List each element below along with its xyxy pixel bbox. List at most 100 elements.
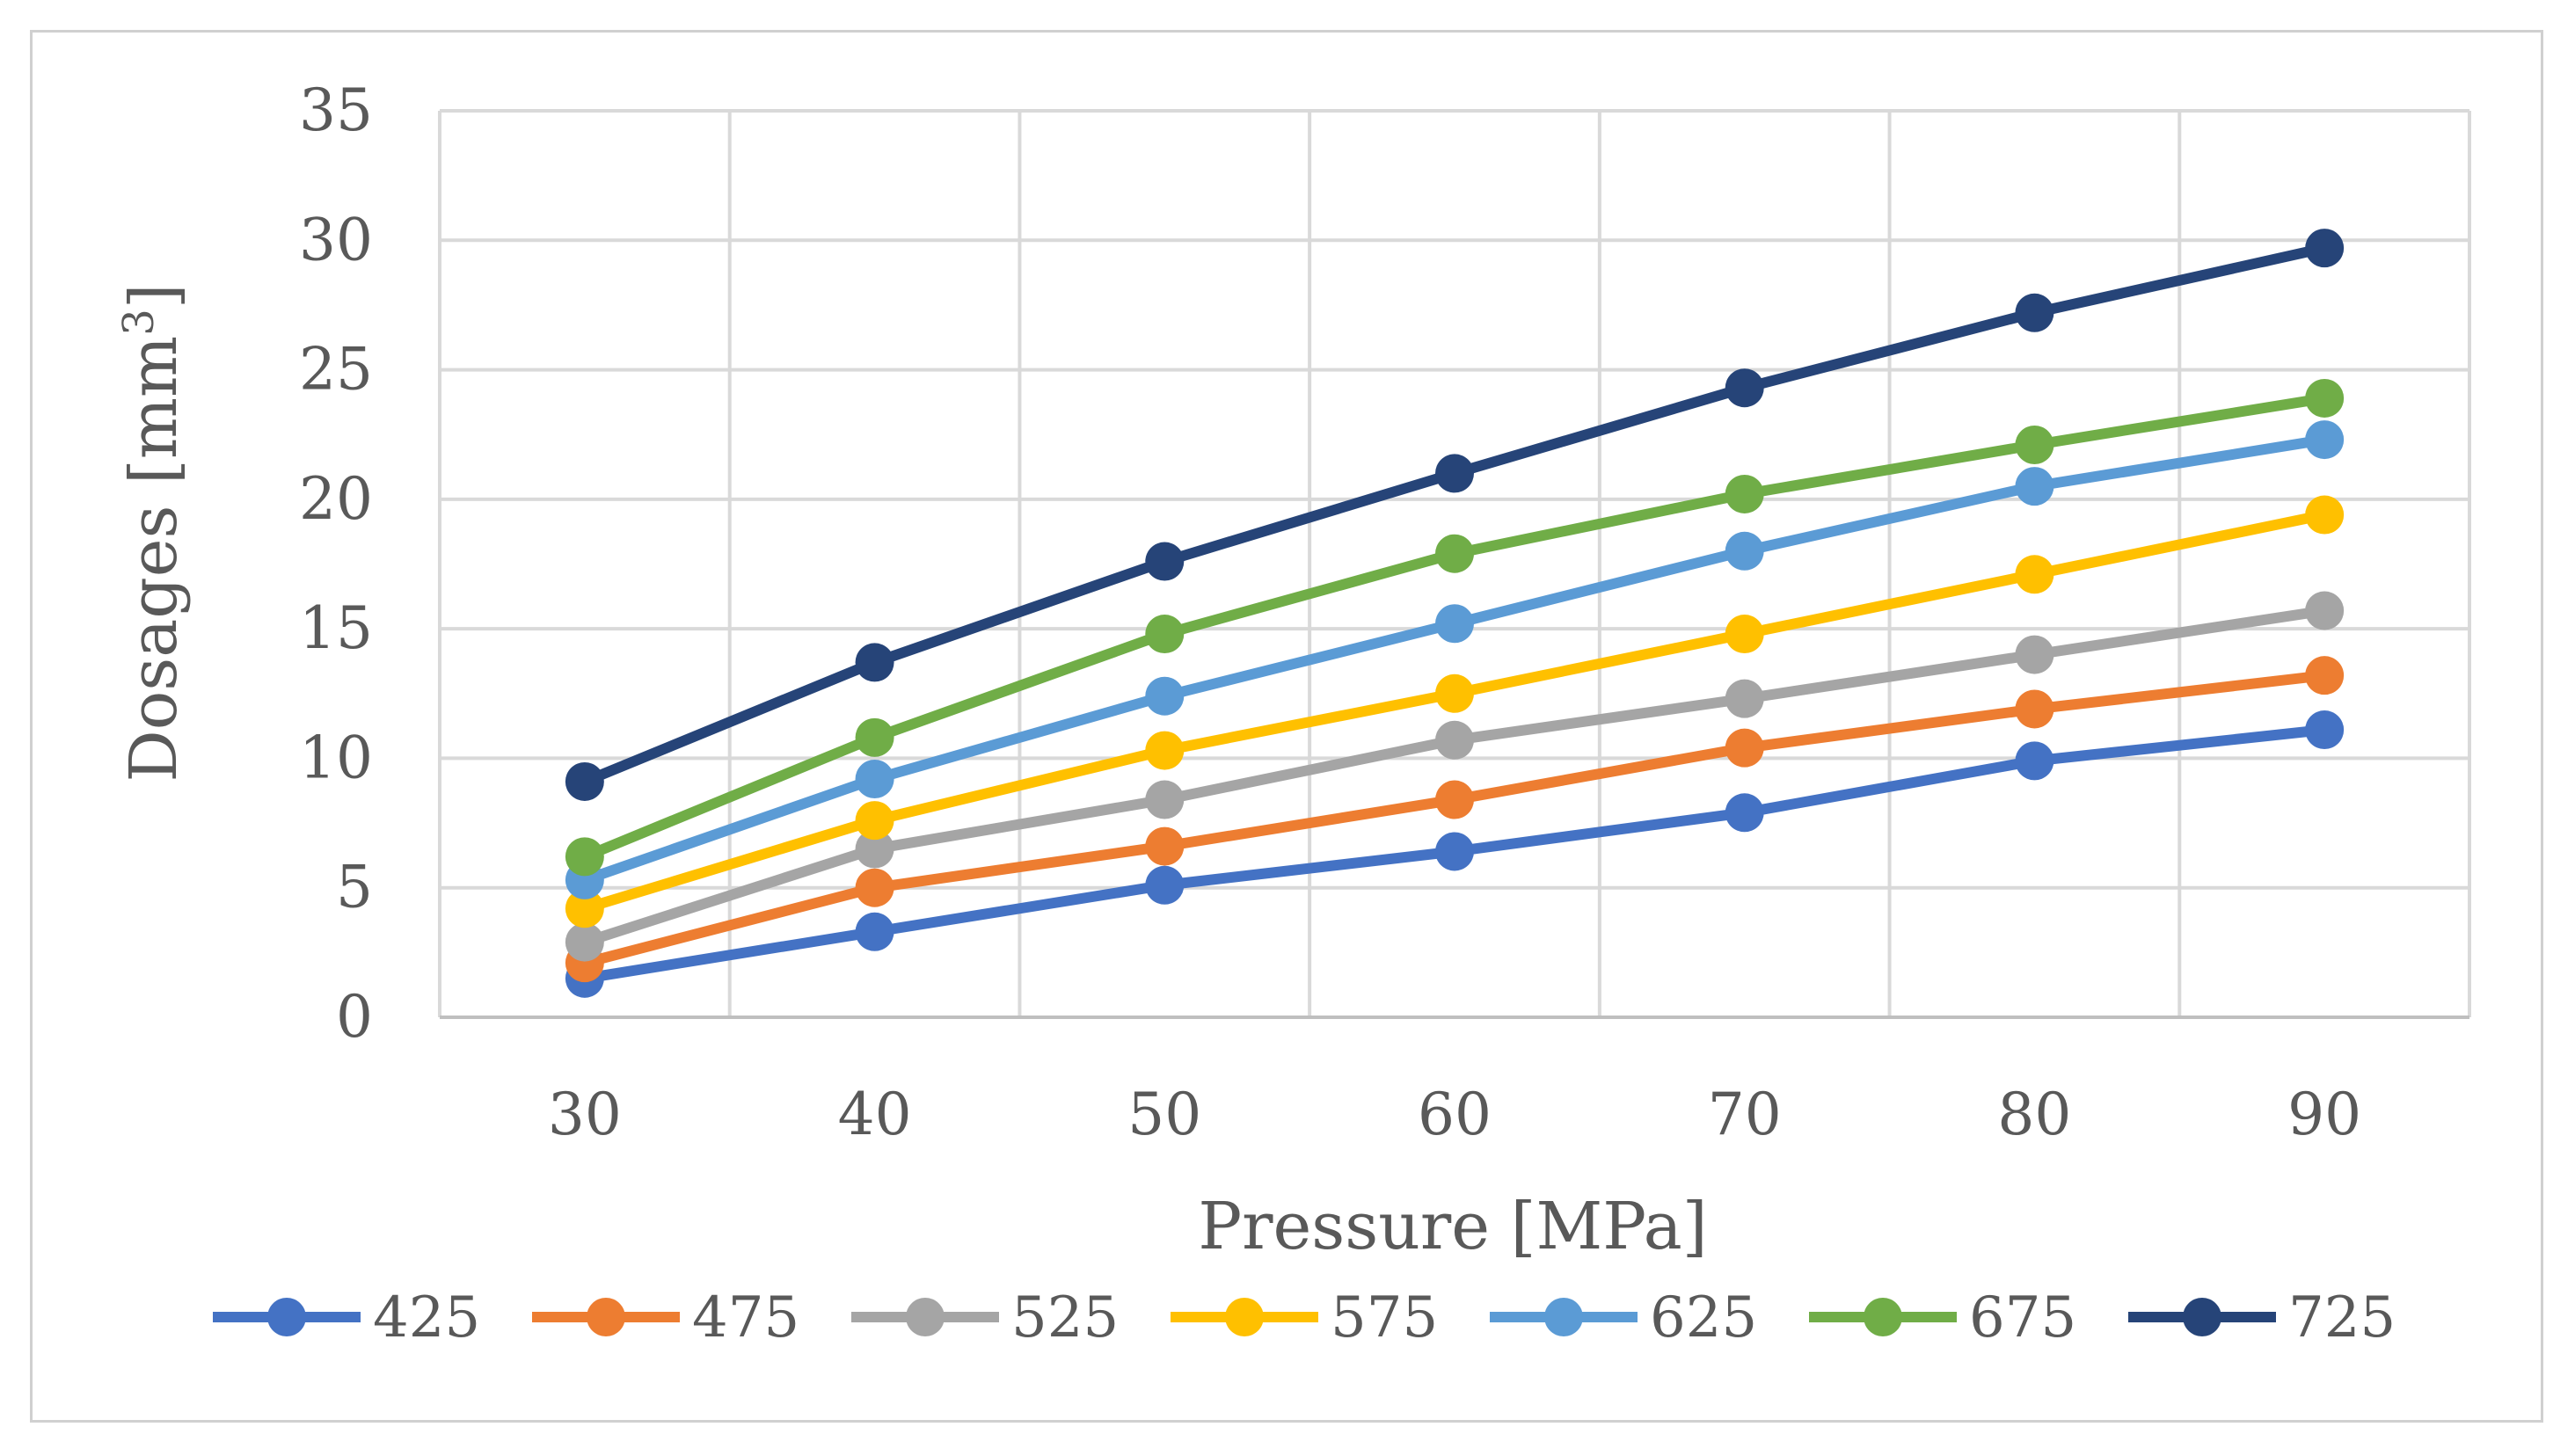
data-point-525-70 <box>1725 679 1764 718</box>
data-point-475-40 <box>855 868 894 907</box>
x-tick-label: 60 <box>1418 1081 1492 1148</box>
series-575 <box>565 495 2345 928</box>
data-point-675-80 <box>2015 425 2054 464</box>
data-point-675-40 <box>855 717 894 757</box>
legend-marker-625 <box>1544 1298 1583 1336</box>
data-point-525-50 <box>1145 780 1185 819</box>
y-tick-label: 35 <box>299 76 373 144</box>
data-point-525-90 <box>2305 591 2345 630</box>
data-point-625-90 <box>2305 420 2345 460</box>
data-point-425-70 <box>1725 793 1764 833</box>
data-point-725-70 <box>1725 368 1764 408</box>
data-point-425-50 <box>1145 865 1185 905</box>
data-point-475-80 <box>2015 689 2054 729</box>
data-point-425-80 <box>2015 741 2054 781</box>
x-tick-label: 80 <box>1997 1081 2071 1148</box>
y-tick-label: 10 <box>299 724 373 791</box>
data-point-575-40 <box>855 801 894 841</box>
data-point-575-30 <box>565 889 604 928</box>
legend-item-575: 575 <box>1171 1285 1438 1350</box>
x-tick-label: 50 <box>1127 1081 1201 1148</box>
data-point-425-60 <box>1435 832 1474 871</box>
legend-marker-425 <box>267 1298 306 1336</box>
data-point-525-80 <box>2015 635 2054 674</box>
data-point-625-60 <box>1435 604 1474 644</box>
legend-label-575: 575 <box>1331 1285 1438 1350</box>
y-tick-label: 5 <box>336 854 373 921</box>
series-475 <box>565 656 2345 983</box>
data-point-725-40 <box>855 643 894 682</box>
y-tick-label: 30 <box>299 206 373 273</box>
legend-marker-525 <box>906 1298 945 1336</box>
data-point-725-60 <box>1435 454 1474 493</box>
legend-label-725: 725 <box>2288 1285 2396 1350</box>
data-point-675-90 <box>2305 378 2345 418</box>
y-tick-label: 0 <box>336 983 373 1051</box>
data-point-675-30 <box>565 837 604 877</box>
data-point-475-70 <box>1725 728 1764 768</box>
legend: 425 475 525 575 625 675 725 <box>213 1285 2396 1350</box>
data-point-725-30 <box>565 761 604 801</box>
legend-item-475: 475 <box>532 1285 799 1350</box>
legend-item-675: 675 <box>1809 1285 2076 1350</box>
data-point-625-50 <box>1145 676 1185 716</box>
data-point-725-90 <box>2305 229 2345 268</box>
y-tick-label: 20 <box>299 465 373 533</box>
data-point-475-60 <box>1435 780 1474 819</box>
legend-label-625: 625 <box>1650 1285 1757 1350</box>
data-point-675-50 <box>1145 615 1185 654</box>
legend-label-525: 525 <box>1011 1285 1119 1350</box>
x-tick-label: 70 <box>1708 1081 1782 1148</box>
series-725 <box>565 229 2345 801</box>
data-point-525-30 <box>565 922 604 962</box>
y-axis-title: Dosages [mm3] <box>114 283 192 782</box>
data-point-425-40 <box>855 912 894 951</box>
data-point-625-70 <box>1725 531 1764 571</box>
data-point-475-90 <box>2305 656 2345 695</box>
data-point-575-90 <box>2305 495 2345 535</box>
data-point-425-90 <box>2305 710 2345 750</box>
y-axis-title-end: ] <box>116 283 192 309</box>
data-point-575-70 <box>1725 615 1764 654</box>
data-point-575-50 <box>1145 731 1185 770</box>
data-point-625-80 <box>2015 467 2054 506</box>
data-point-525-40 <box>855 829 894 869</box>
legend-label-475: 475 <box>692 1285 799 1350</box>
series-line-475 <box>579 670 2331 969</box>
x-tick-label: 30 <box>548 1081 622 1148</box>
legend-label-675: 675 <box>1969 1285 2076 1350</box>
legend-marker-675 <box>1864 1298 1902 1336</box>
y-axis-title-superscript: 3 <box>114 309 164 336</box>
x-tick-label: 90 <box>2287 1081 2361 1148</box>
grid-layer <box>438 109 2471 1019</box>
y-tick-label: 15 <box>299 594 373 662</box>
x-axis-ticks: 30 40 50 60 70 80 90 <box>548 1081 2361 1148</box>
x-tick-label: 40 <box>838 1081 912 1148</box>
legend-label-425: 425 <box>373 1285 480 1350</box>
legend-marker-475 <box>587 1298 625 1336</box>
legend-item-625: 625 <box>1490 1285 1757 1350</box>
series-525 <box>565 591 2345 962</box>
legend-marker-725 <box>2183 1298 2221 1336</box>
data-point-725-50 <box>1145 542 1185 581</box>
data-point-525-60 <box>1435 720 1474 760</box>
x-axis-title: Pressure [MPa] <box>1198 1189 1707 1264</box>
data-point-725-80 <box>2015 293 2054 332</box>
data-point-625-40 <box>855 759 894 798</box>
data-point-575-80 <box>2015 555 2054 594</box>
y-axis-title-main: Dosages [mm <box>116 336 192 783</box>
legend-item-525: 525 <box>851 1285 1119 1350</box>
data-point-575-60 <box>1435 673 1474 713</box>
series-625 <box>565 420 2345 899</box>
y-axis-ticks: 0 5 10 15 20 25 30 35 <box>299 76 373 1051</box>
legend-marker-575 <box>1225 1298 1264 1336</box>
legend-item-725: 725 <box>2128 1285 2396 1350</box>
data-point-675-60 <box>1435 534 1474 573</box>
y-tick-label: 25 <box>299 336 373 404</box>
legend-item-425: 425 <box>213 1285 480 1350</box>
data-point-475-50 <box>1145 826 1185 866</box>
series-675 <box>565 378 2345 877</box>
data-point-675-70 <box>1725 474 1764 513</box>
series-layer <box>565 229 2345 998</box>
